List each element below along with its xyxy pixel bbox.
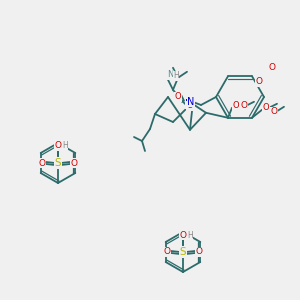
Text: O: O — [268, 64, 275, 73]
Text: S: S — [180, 247, 186, 257]
Text: N: N — [167, 70, 173, 79]
Text: O: O — [187, 101, 193, 110]
Text: H: H — [187, 230, 193, 239]
Text: O: O — [70, 158, 77, 167]
Text: O: O — [38, 158, 46, 167]
Text: O: O — [196, 248, 202, 256]
Text: O: O — [55, 142, 62, 151]
Text: O: O — [271, 107, 278, 116]
Text: O: O — [263, 103, 269, 112]
Text: N: N — [185, 99, 193, 109]
Text: H: H — [173, 71, 179, 80]
Text: O: O — [233, 101, 239, 110]
Text: O: O — [175, 92, 181, 101]
Text: O: O — [179, 230, 187, 239]
Text: O: O — [241, 101, 248, 110]
Text: N: N — [187, 97, 195, 107]
Text: H: H — [62, 142, 68, 151]
Text: S: S — [55, 158, 61, 168]
Text: O: O — [164, 248, 170, 256]
Text: O: O — [256, 77, 262, 86]
